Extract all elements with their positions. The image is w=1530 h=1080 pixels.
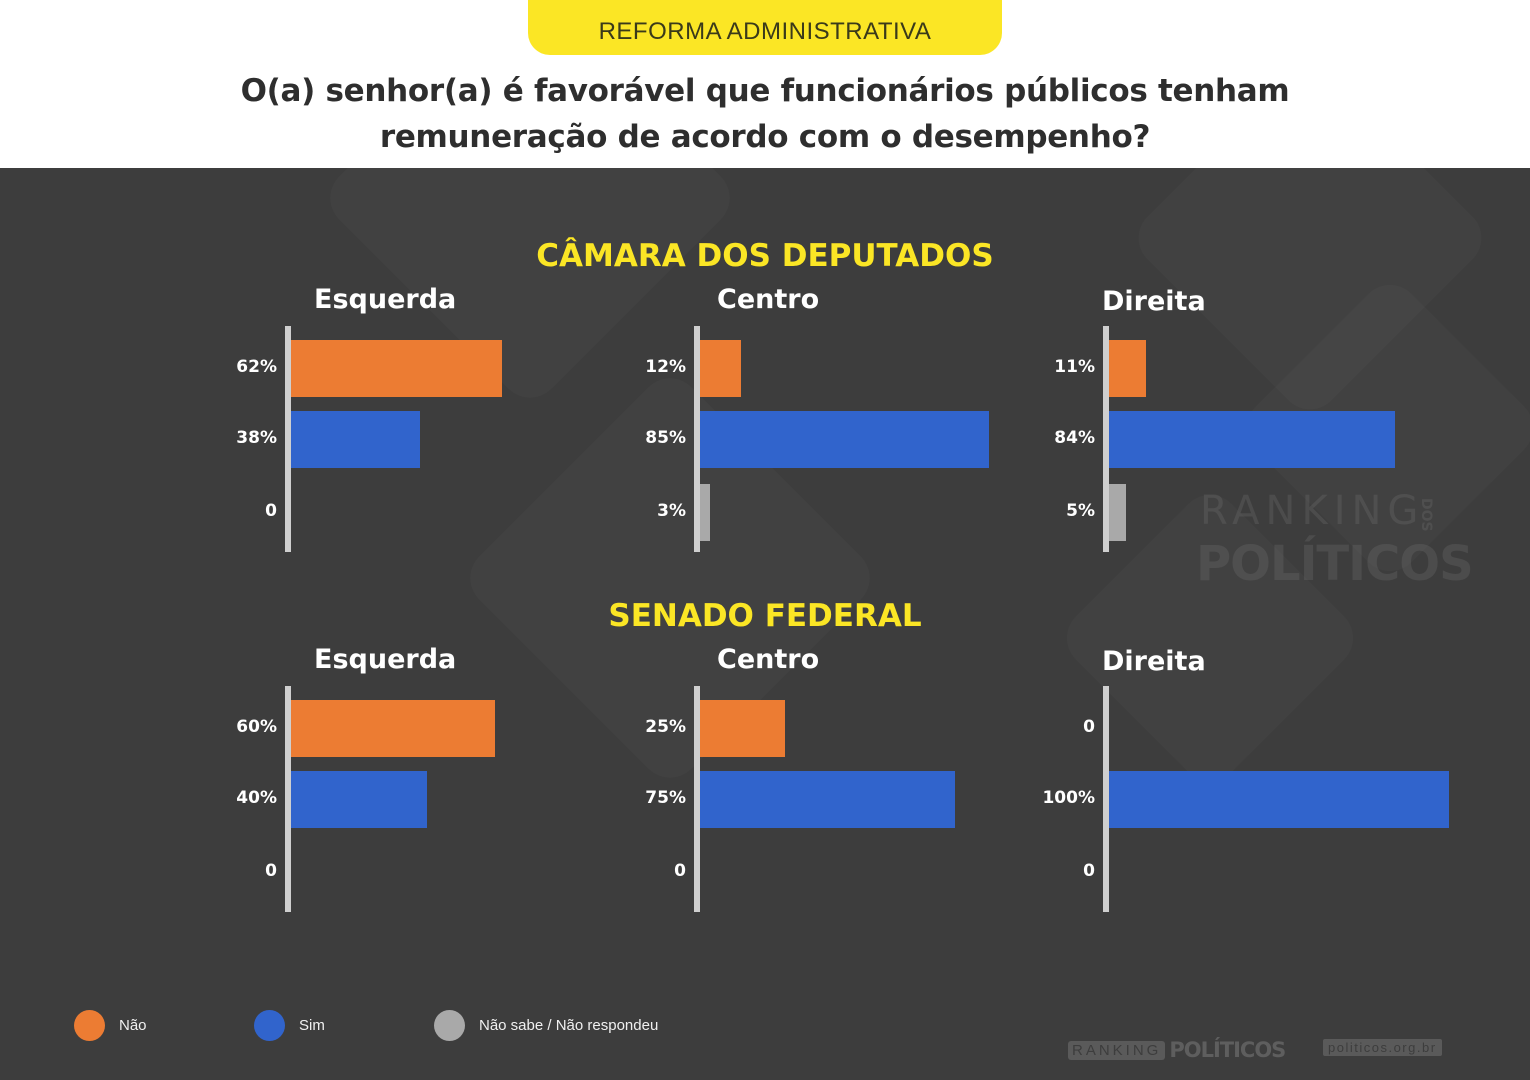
bar-ns	[1109, 484, 1126, 541]
watermark-logo-dos: DOS	[1418, 498, 1434, 532]
bar-nao	[700, 340, 741, 397]
bar-sim	[291, 771, 427, 828]
group-title-direita: Direita	[1102, 286, 1206, 317]
group-title-centro: Centro	[717, 644, 820, 675]
bar-ns	[700, 484, 710, 541]
group-title-direita: Direita	[1102, 646, 1206, 677]
chart-axis	[1103, 326, 1109, 552]
group-title-esquerda: Esquerda	[314, 644, 457, 675]
bar-nao	[1109, 340, 1146, 397]
bar-value-label: 12%	[645, 357, 686, 377]
chart-axis	[285, 686, 291, 912]
bar-sim	[291, 411, 420, 468]
footer-logo-politicos: POLÍTICOS	[1169, 1038, 1286, 1062]
bar-value-label: 0	[1083, 717, 1095, 737]
bar-sim	[1109, 411, 1395, 468]
question-line-1: O(a) senhor(a) é favorável que funcionár…	[240, 73, 1290, 109]
question-line-2: remuneração de acordo com o desempenho?	[379, 119, 1151, 155]
bar-value-label: 100%	[1042, 788, 1095, 808]
bar-value-label: 75%	[645, 788, 686, 808]
question-title: O(a) senhor(a) é favorável que funcionár…	[0, 68, 1530, 160]
legend-label-sim: Sim	[299, 1017, 325, 1034]
bar-sim	[700, 411, 989, 468]
chart-axis	[1103, 686, 1109, 912]
legend-label-ns: Não sabe / Não respondeu	[479, 1017, 659, 1034]
watermark-logo: RANKING	[1200, 488, 1425, 534]
watermark-logo-politicos: POLÍTICOS	[1196, 536, 1474, 592]
legend-swatch-ns	[434, 1010, 465, 1041]
legend-swatch-nao	[74, 1010, 105, 1041]
bar-value-label: 0	[265, 861, 277, 881]
bar-sim	[700, 771, 955, 828]
bar-value-label: 3%	[657, 501, 686, 521]
bar-value-label: 38%	[236, 428, 277, 448]
bar-value-label: 11%	[1054, 357, 1095, 377]
footer-logo: RANKING POLÍTICOS	[1068, 1038, 1286, 1062]
section-title-senado: SENADO FEDERAL	[608, 598, 922, 634]
bar-value-label: 25%	[645, 717, 686, 737]
bar-nao	[700, 700, 785, 757]
bar-sim	[1109, 771, 1449, 828]
bar-value-label: 5%	[1066, 501, 1095, 521]
legend-label-nao: Não	[119, 1017, 147, 1034]
bar-value-label: 60%	[236, 717, 277, 737]
topic-tag: REFORMA ADMINISTRATIVA	[528, 0, 1002, 55]
chart-panel: RANKING DOS POLÍTICOS	[0, 168, 1530, 1080]
header: REFORMA ADMINISTRATIVA O(a) senhor(a) é …	[0, 0, 1530, 168]
section-title-camara: CÂMARA DOS DEPUTADOS	[536, 238, 994, 274]
chart-axis	[694, 686, 700, 912]
bar-value-label: 0	[1083, 861, 1095, 881]
footer-url: politicos.org.br	[1323, 1039, 1442, 1056]
legend-item-ns: Não sabe / Não respondeu	[434, 1010, 658, 1041]
bar-value-label: 40%	[236, 788, 277, 808]
bar-value-label: 62%	[236, 357, 277, 377]
footer-logo-ranking: RANKING	[1068, 1040, 1166, 1060]
legend-swatch-sim	[254, 1010, 285, 1041]
group-title-esquerda: Esquerda	[314, 284, 457, 315]
bar-value-label: 84%	[1054, 428, 1095, 448]
bar-nao	[291, 700, 495, 757]
chart-axis	[285, 326, 291, 552]
bar-nao	[291, 340, 502, 397]
bar-value-label: 0	[265, 501, 277, 521]
bar-value-label: 0	[674, 861, 686, 881]
bar-value-label: 85%	[645, 428, 686, 448]
legend-item-sim: Sim	[254, 1010, 325, 1041]
legend-item-nao: Não	[74, 1010, 147, 1041]
group-title-centro: Centro	[717, 284, 820, 315]
chart-axis	[694, 326, 700, 552]
